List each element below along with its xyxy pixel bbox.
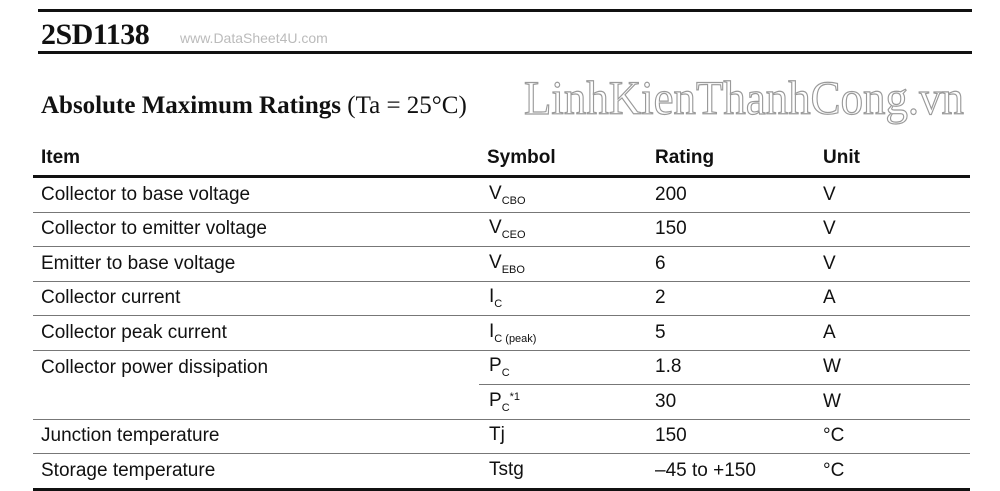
cell-rating: 2 bbox=[647, 281, 815, 316]
header-unit: Unit bbox=[815, 140, 970, 178]
title-rule bbox=[38, 51, 972, 54]
heading-condition: (Ta = 25°C) bbox=[347, 92, 467, 119]
cell-item: Storage temperature bbox=[33, 453, 479, 491]
cell-unit: W bbox=[815, 350, 970, 385]
symbol-subscript: EBO bbox=[501, 263, 525, 276]
symbol-subscript: C bbox=[501, 367, 510, 380]
cell-item: Emitter to base voltage bbox=[33, 246, 479, 282]
table-row: Collector current IC 2 A bbox=[33, 281, 970, 316]
cell-unit: °C bbox=[815, 419, 970, 454]
watermark-text: LinhKienThanhCong.vn bbox=[524, 72, 964, 125]
cell-item: Junction temperature bbox=[33, 419, 479, 454]
cell-unit: V bbox=[815, 246, 970, 282]
cell-symbol: IC bbox=[479, 281, 647, 316]
cell-rating: 30 bbox=[647, 384, 815, 420]
symbol-main: I bbox=[489, 286, 495, 308]
cell-item: Collector to emitter voltage bbox=[33, 212, 479, 247]
cell-unit: A bbox=[815, 281, 970, 316]
watermark-linhkienthanhcong: LinhKienThanhCong.vn bbox=[523, 71, 964, 125]
cell-symbol: IC (peak) bbox=[479, 315, 647, 351]
cell-unit: W bbox=[815, 384, 970, 420]
cell-rating: 150 bbox=[647, 419, 815, 454]
symbol-main: Tstg bbox=[489, 458, 524, 480]
symbol-main: I bbox=[489, 320, 495, 342]
cell-item: Collector power dissipation bbox=[33, 350, 479, 420]
symbol-main: V bbox=[489, 182, 502, 204]
cell-symbol: VCBO bbox=[479, 176, 647, 213]
cell-symbol: VEBO bbox=[479, 246, 647, 282]
symbol-subscript: CEO bbox=[501, 229, 526, 242]
cell-unit: °C bbox=[815, 453, 970, 491]
cell-unit: V bbox=[815, 212, 970, 247]
table-row: Junction temperature Tj 150 °C bbox=[33, 419, 970, 454]
cell-rating: –45 to +150 bbox=[647, 453, 815, 491]
symbol-subscript: C bbox=[501, 401, 510, 414]
cell-rating: 1.8 bbox=[647, 350, 815, 385]
cell-item: Collector current bbox=[33, 281, 479, 316]
cell-rating: 6 bbox=[647, 246, 815, 282]
header-symbol: Symbol bbox=[479, 140, 647, 178]
symbol-main: P bbox=[489, 355, 502, 377]
header-item: Item bbox=[33, 140, 479, 178]
cell-rating: 200 bbox=[647, 176, 815, 213]
symbol-subscript: C bbox=[494, 298, 503, 311]
table-row: Collector peak current IC (peak) 5 A bbox=[33, 315, 970, 351]
symbol-main: P bbox=[489, 389, 502, 411]
cell-symbol: PC bbox=[479, 350, 647, 385]
table-row: Collector to base voltage VCBO 200 V bbox=[33, 176, 970, 213]
cell-symbol: PC*1 bbox=[479, 384, 647, 420]
cell-rating: 150 bbox=[647, 212, 815, 247]
heading-main: Absolute Maximum Ratings bbox=[41, 92, 342, 119]
ratings-table: Item Symbol Rating Unit Collector to bas… bbox=[33, 140, 970, 491]
table-row: Storage temperature Tstg –45 to +150 °C bbox=[33, 453, 970, 491]
cell-symbol: VCEO bbox=[479, 212, 647, 247]
cell-item: Collector to base voltage bbox=[33, 176, 479, 213]
top-rule bbox=[38, 9, 972, 12]
table-row: Collector to emitter voltage VCEO 150 V bbox=[33, 212, 970, 247]
section-heading: Absolute Maximum Ratings (Ta = 25°C) bbox=[41, 92, 467, 120]
cell-unit: V bbox=[815, 176, 970, 213]
cell-symbol: Tstg bbox=[479, 453, 647, 491]
cell-symbol: Tj bbox=[479, 419, 647, 454]
cell-rating: 5 bbox=[647, 315, 815, 351]
part-number-title: 2SD1138 bbox=[41, 18, 150, 51]
symbol-superscript: *1 bbox=[509, 390, 521, 403]
symbol-subscript: C (peak) bbox=[494, 332, 537, 345]
symbol-subscript: CBO bbox=[501, 194, 526, 207]
symbol-main: V bbox=[489, 217, 502, 239]
symbol-main: V bbox=[489, 251, 502, 273]
cell-item: Collector peak current bbox=[33, 315, 479, 351]
table-row: Emitter to base voltage VEBO 6 V bbox=[33, 246, 970, 282]
table-row: Collector power dissipation PC 1.8 W bbox=[33, 350, 970, 420]
table-row: PC*1 30 W bbox=[33, 384, 970, 420]
header-rating: Rating bbox=[647, 140, 815, 178]
symbol-main: Tj bbox=[489, 424, 505, 446]
watermark-datasheet4u: www.DataSheet4U.com bbox=[180, 30, 328, 46]
cell-unit: A bbox=[815, 315, 970, 351]
